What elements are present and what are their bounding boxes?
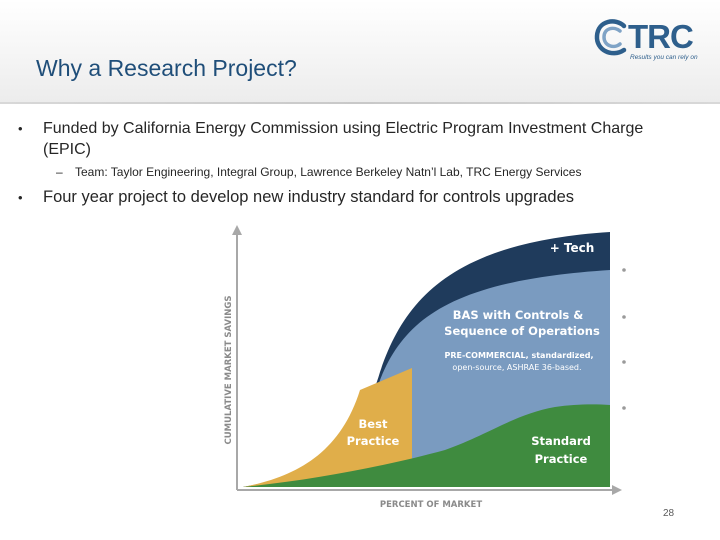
edge-dot xyxy=(622,406,626,410)
market-savings-diagram: + Tech BAS with Controls & Sequence of O… xyxy=(224,225,626,510)
slide-title: Why a Research Project? xyxy=(36,55,297,81)
bas-sub-line2: open-source, ASHRAE 36-based. xyxy=(452,363,581,372)
bas-sub-line1: PRE-COMMERCIAL, standardized, xyxy=(444,351,593,360)
page-number: 28 xyxy=(663,508,675,519)
bas-label-line1: BAS with Controls & xyxy=(453,308,584,322)
best-practice-area xyxy=(243,368,412,487)
edge-dot xyxy=(622,268,626,272)
y-axis-label: CUMULATIVE MARKET SAVINGS xyxy=(224,296,234,445)
edge-dot xyxy=(622,360,626,364)
standard-practice-line2: Practice xyxy=(535,452,588,466)
header-band xyxy=(0,0,720,103)
best-practice-line2: Practice xyxy=(347,434,400,448)
best-practice-line1: Best xyxy=(359,417,388,431)
bullet-marker: • xyxy=(18,121,23,136)
logo-tagline: Results you can rely on xyxy=(630,54,698,61)
logo-wordmark: TRC xyxy=(628,18,694,55)
edge-dot xyxy=(622,315,626,319)
tech-label: + Tech xyxy=(550,241,595,255)
trc-swirl-icon xyxy=(594,19,627,56)
bullet-project: Four year project to develop new industr… xyxy=(43,188,575,206)
bullet-marker: • xyxy=(18,190,23,205)
standard-practice-line1: Standard xyxy=(531,434,591,448)
y-axis-arrow-icon xyxy=(232,225,242,235)
sub-bullet-team: Team: Taylor Engineering, Integral Group… xyxy=(75,165,582,179)
trc-logo: TRC Results you can rely on xyxy=(594,18,712,68)
standard-practice-area xyxy=(243,404,610,487)
bas-label-line2: Sequence of Operations xyxy=(444,324,600,338)
x-axis-label: PERCENT OF MARKET xyxy=(380,500,482,510)
header-divider xyxy=(0,102,720,104)
x-axis-arrow-icon xyxy=(612,485,622,495)
bullet-funding: Funded by California Energy Commission u… xyxy=(43,120,644,158)
sub-bullet-marker: – xyxy=(56,165,63,179)
